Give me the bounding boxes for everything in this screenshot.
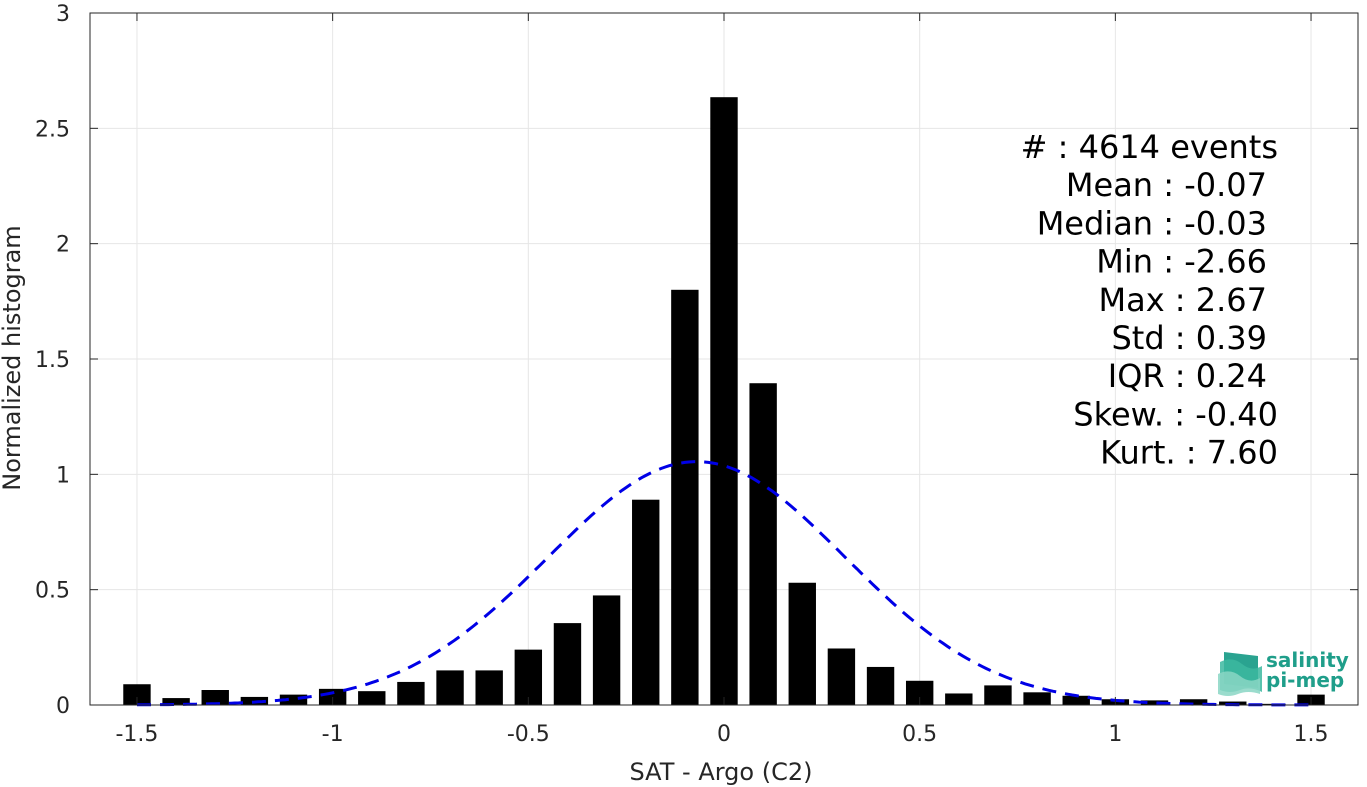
histogram-bar: [592, 595, 621, 705]
x-tick-label: -1: [322, 722, 344, 747]
histogram-bar: [162, 698, 190, 705]
histogram-bar: [710, 97, 738, 705]
stat-line: Kurt. : 7.60: [1100, 434, 1278, 472]
logo-line2: pi-mep: [1266, 668, 1344, 692]
histogram-bar: [827, 648, 856, 705]
histogram-bar: [553, 623, 582, 705]
x-tick-label: 0.5: [902, 722, 937, 747]
histogram-bar: [945, 693, 973, 705]
histogram-bar: [1023, 692, 1051, 705]
axis-ticks: [90, 12, 1358, 706]
stat-line: Max : 2.67: [1098, 281, 1267, 319]
logo-line1: salinity: [1266, 648, 1349, 672]
logo-waves-icon: [1218, 652, 1262, 696]
histogram-bar: [397, 681, 425, 705]
histogram-bar: [1179, 699, 1208, 705]
stat-line: IQR : 0.24: [1108, 357, 1267, 395]
histogram-bars: [123, 97, 1325, 705]
histogram-bar: [749, 383, 777, 705]
y-axis-label: Normalized histogram: [0, 225, 26, 490]
histogram-bar: [514, 649, 543, 705]
x-axis-label: SAT - Argo (C2): [630, 758, 813, 786]
stat-line: Skew. : -0.40: [1073, 395, 1278, 433]
histogram-bar: [123, 684, 151, 705]
y-tick-label: 1: [56, 463, 70, 488]
histogram-bar: [279, 694, 308, 705]
salinity-pi-mep-logo: salinity pi-mep: [1218, 648, 1349, 696]
histogram-bar: [475, 670, 503, 705]
stat-line: Median : -0.03: [1037, 204, 1267, 242]
stat-line: Min : -2.66: [1096, 243, 1267, 281]
y-tick-label: 2.5: [35, 117, 70, 142]
histogram-bar: [671, 289, 699, 705]
x-tick-label: 1: [1108, 722, 1122, 747]
stat-line: Mean : -0.07: [1066, 166, 1267, 204]
stat-line: Std : 0.39: [1111, 319, 1267, 357]
histogram-bar: [358, 691, 386, 705]
histogram-bar: [866, 666, 895, 705]
y-tick-label: 1.5: [35, 348, 70, 373]
x-tick-label: 0: [717, 722, 731, 747]
y-tick-label: 0.5: [35, 579, 70, 604]
histogram-bar: [1062, 695, 1090, 705]
x-tick-labels: -1.5 -1 -0.5 0 0.5 1 1.5: [115, 722, 1328, 747]
y-tick-labels: 0 0.5 1 1.5 2 2.5 3: [35, 2, 70, 719]
y-tick-label: 2: [56, 233, 70, 258]
histogram-bar: [436, 670, 464, 705]
histogram-bar: [984, 685, 1012, 705]
x-tick-label: 1.5: [1294, 722, 1329, 747]
histogram-bar: [788, 582, 816, 705]
histogram-bar: [1140, 700, 1169, 705]
x-tick-label: -1.5: [115, 722, 158, 747]
stat-line: # : 4614 events: [1021, 128, 1278, 166]
histogram-bar: [632, 499, 660, 705]
y-tick-label: 0: [56, 694, 70, 719]
y-tick-label: 3: [56, 2, 70, 27]
x-tick-label: -0.5: [507, 722, 550, 747]
histogram-bar: [201, 690, 229, 705]
